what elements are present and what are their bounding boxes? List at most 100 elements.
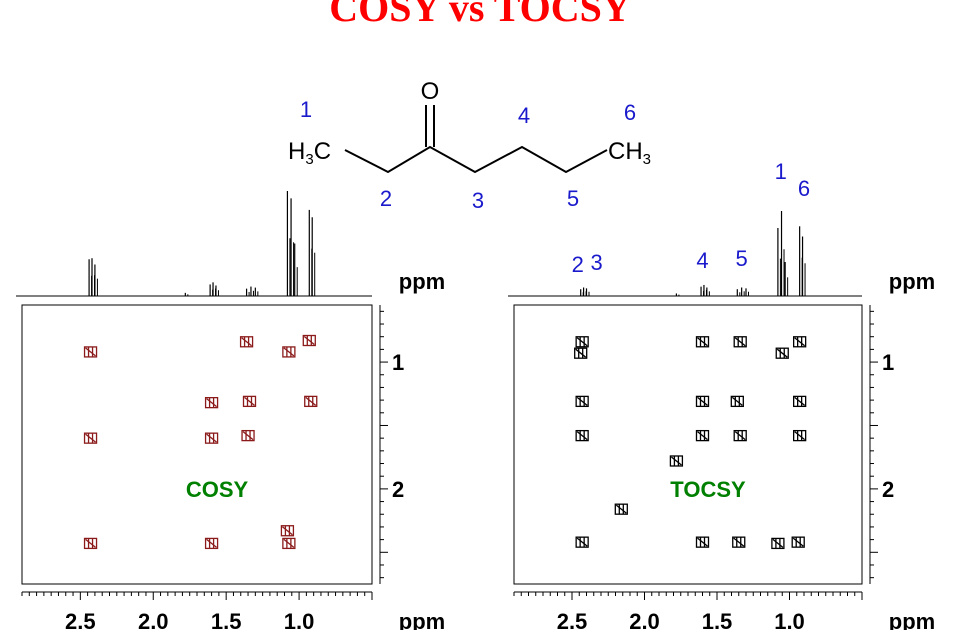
- cross-peak-contour: [576, 537, 588, 547]
- cross-peak-contour: [794, 396, 806, 406]
- plot-frame: [513, 304, 863, 585]
- cross-peak: [733, 429, 747, 442]
- cross-peak-contour: [280, 525, 295, 537]
- cross-peak: [732, 536, 746, 548]
- cross-peak-contour: [776, 348, 788, 358]
- cross-peak-contour: [244, 396, 255, 406]
- cross-peak-contour: [576, 337, 588, 347]
- cross-peak: [304, 395, 318, 408]
- cross-peak: [574, 347, 588, 359]
- cross-peak-contour: [695, 395, 710, 408]
- position-number-5: 5: [567, 186, 579, 211]
- cross-peak-contour: [669, 455, 684, 467]
- cross-peak: [771, 537, 785, 550]
- peak-number-label: 4: [696, 248, 708, 273]
- cross-peak-contour: [282, 537, 296, 550]
- cross-peak: [730, 395, 744, 408]
- cross-peak-contour: [239, 336, 254, 348]
- cross-peak-contour: [794, 337, 806, 347]
- cross-peak-contour: [772, 538, 784, 548]
- cross-peak: [83, 432, 98, 444]
- cross-peak: [302, 334, 316, 347]
- cross-peak-contour: [574, 347, 588, 359]
- cross-peak: [242, 395, 257, 408]
- cross-peak: [282, 537, 296, 550]
- cross-peak-contour: [575, 395, 589, 408]
- x-tick-label: 2.5: [557, 609, 588, 630]
- x-tick-label: 1.0: [284, 609, 315, 630]
- cross-peak-contour: [614, 503, 628, 515]
- cross-peak-contour: [85, 538, 96, 548]
- cross-peak: [575, 536, 589, 548]
- cross-peak-contour: [206, 538, 217, 548]
- cross-peak: [793, 395, 807, 408]
- cross-peak-contour: [771, 537, 785, 550]
- cross-peak-contour: [575, 536, 589, 548]
- cross-peak-contour: [242, 431, 254, 441]
- projection-axis-label: ppm: [399, 269, 445, 294]
- cross-peak-contour: [283, 538, 295, 548]
- cross-peak-contour: [282, 346, 296, 358]
- cross-peak: [695, 429, 710, 442]
- cross-peak-contour: [204, 432, 219, 444]
- cross-peak-contour: [575, 336, 589, 348]
- projection-axis-label: ppm: [889, 269, 935, 294]
- position-number-3: 3: [472, 188, 484, 213]
- cross-peak-contour: [793, 429, 807, 442]
- cross-peak-contour: [241, 429, 255, 442]
- cross-peak-contour: [303, 336, 315, 346]
- cross-peak: [241, 429, 255, 442]
- cross-peak-contour: [695, 336, 710, 348]
- cross-peak-contour: [697, 337, 708, 347]
- cross-peak: [669, 455, 684, 467]
- cross-peak-contour: [697, 537, 708, 547]
- cross-peak: [695, 395, 710, 408]
- x-tick-label: 1.5: [211, 609, 242, 630]
- plot-label-cosy: COSY: [186, 477, 249, 502]
- cross-peak: [791, 536, 805, 548]
- cross-peak-contour: [697, 431, 708, 441]
- cross-peak-contour: [85, 347, 96, 357]
- x-tick-label: 1.5: [702, 609, 733, 630]
- cross-peak-contour: [670, 456, 682, 466]
- cross-peak-contour: [793, 395, 807, 408]
- peak-number-label: 2: [572, 252, 584, 277]
- cross-peak-contour: [734, 431, 746, 441]
- position-number-4: 4: [518, 103, 530, 128]
- cross-peak-contour: [83, 432, 98, 444]
- peak-number-label: 6: [798, 176, 810, 201]
- cross-peak-contour: [730, 395, 744, 408]
- cross-peak-contour: [204, 396, 219, 409]
- cross-peak-contour: [695, 536, 710, 548]
- cross-peak: [695, 336, 710, 348]
- cross-peak-contour: [775, 347, 789, 359]
- cross-peak-contour: [615, 504, 627, 514]
- cross-peak-contour: [302, 334, 316, 347]
- x-axis-label: ppm: [889, 609, 935, 630]
- cross-peak: [204, 432, 219, 444]
- cross-peak: [204, 537, 219, 550]
- cross-peak-contour: [282, 526, 293, 536]
- cross-peak: [575, 395, 589, 408]
- cross-peak: [282, 346, 296, 358]
- plot-frame: [21, 304, 373, 585]
- cross-peak-contour: [575, 348, 587, 358]
- peak-number-label: 5: [736, 246, 748, 271]
- cross-peak: [280, 525, 295, 537]
- cross-peak-contour: [731, 396, 743, 406]
- cross-peak-contour: [204, 537, 219, 550]
- y-tick-label: 1: [392, 350, 404, 375]
- x-tick-label: 2.0: [629, 609, 660, 630]
- plot-label-tocsy: TOCSY: [670, 477, 746, 502]
- cross-peak-contour: [242, 395, 257, 408]
- cross-peak: [83, 537, 98, 550]
- cross-peak-contour: [241, 337, 252, 347]
- cross-peak-contour: [733, 537, 745, 547]
- cross-peak-contour: [733, 336, 747, 348]
- position-number-2: 2: [380, 186, 392, 211]
- y-tick-label: 2: [882, 477, 894, 502]
- cross-peak-contour: [794, 431, 806, 441]
- oxygen-atom: O: [421, 78, 440, 105]
- cross-peak: [695, 536, 710, 548]
